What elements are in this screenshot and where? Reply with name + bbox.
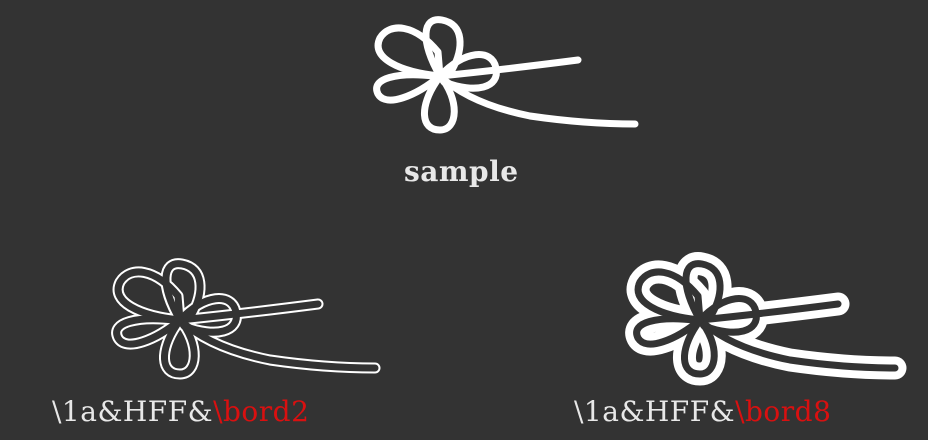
clover-flower-icon (373, 16, 639, 134)
bord2-figure (100, 256, 390, 386)
bord2-caption: \1a&HFF&\bord2 (52, 398, 309, 426)
sample-figure (360, 12, 650, 142)
sample-caption: sample (404, 158, 519, 186)
clover-flower-icon (625, 252, 907, 386)
caption-text: \1a&HFF& (574, 395, 736, 428)
clover-flower-icon (111, 258, 381, 380)
bord8-caption: \1a&HFF&\bord8 (574, 398, 831, 426)
caption-highlight: \bord8 (735, 395, 832, 428)
caption-highlight: \bord2 (213, 395, 310, 428)
caption-text: sample (404, 155, 519, 188)
caption-text: \1a&HFF& (52, 395, 214, 428)
bord8-figure (620, 252, 910, 386)
